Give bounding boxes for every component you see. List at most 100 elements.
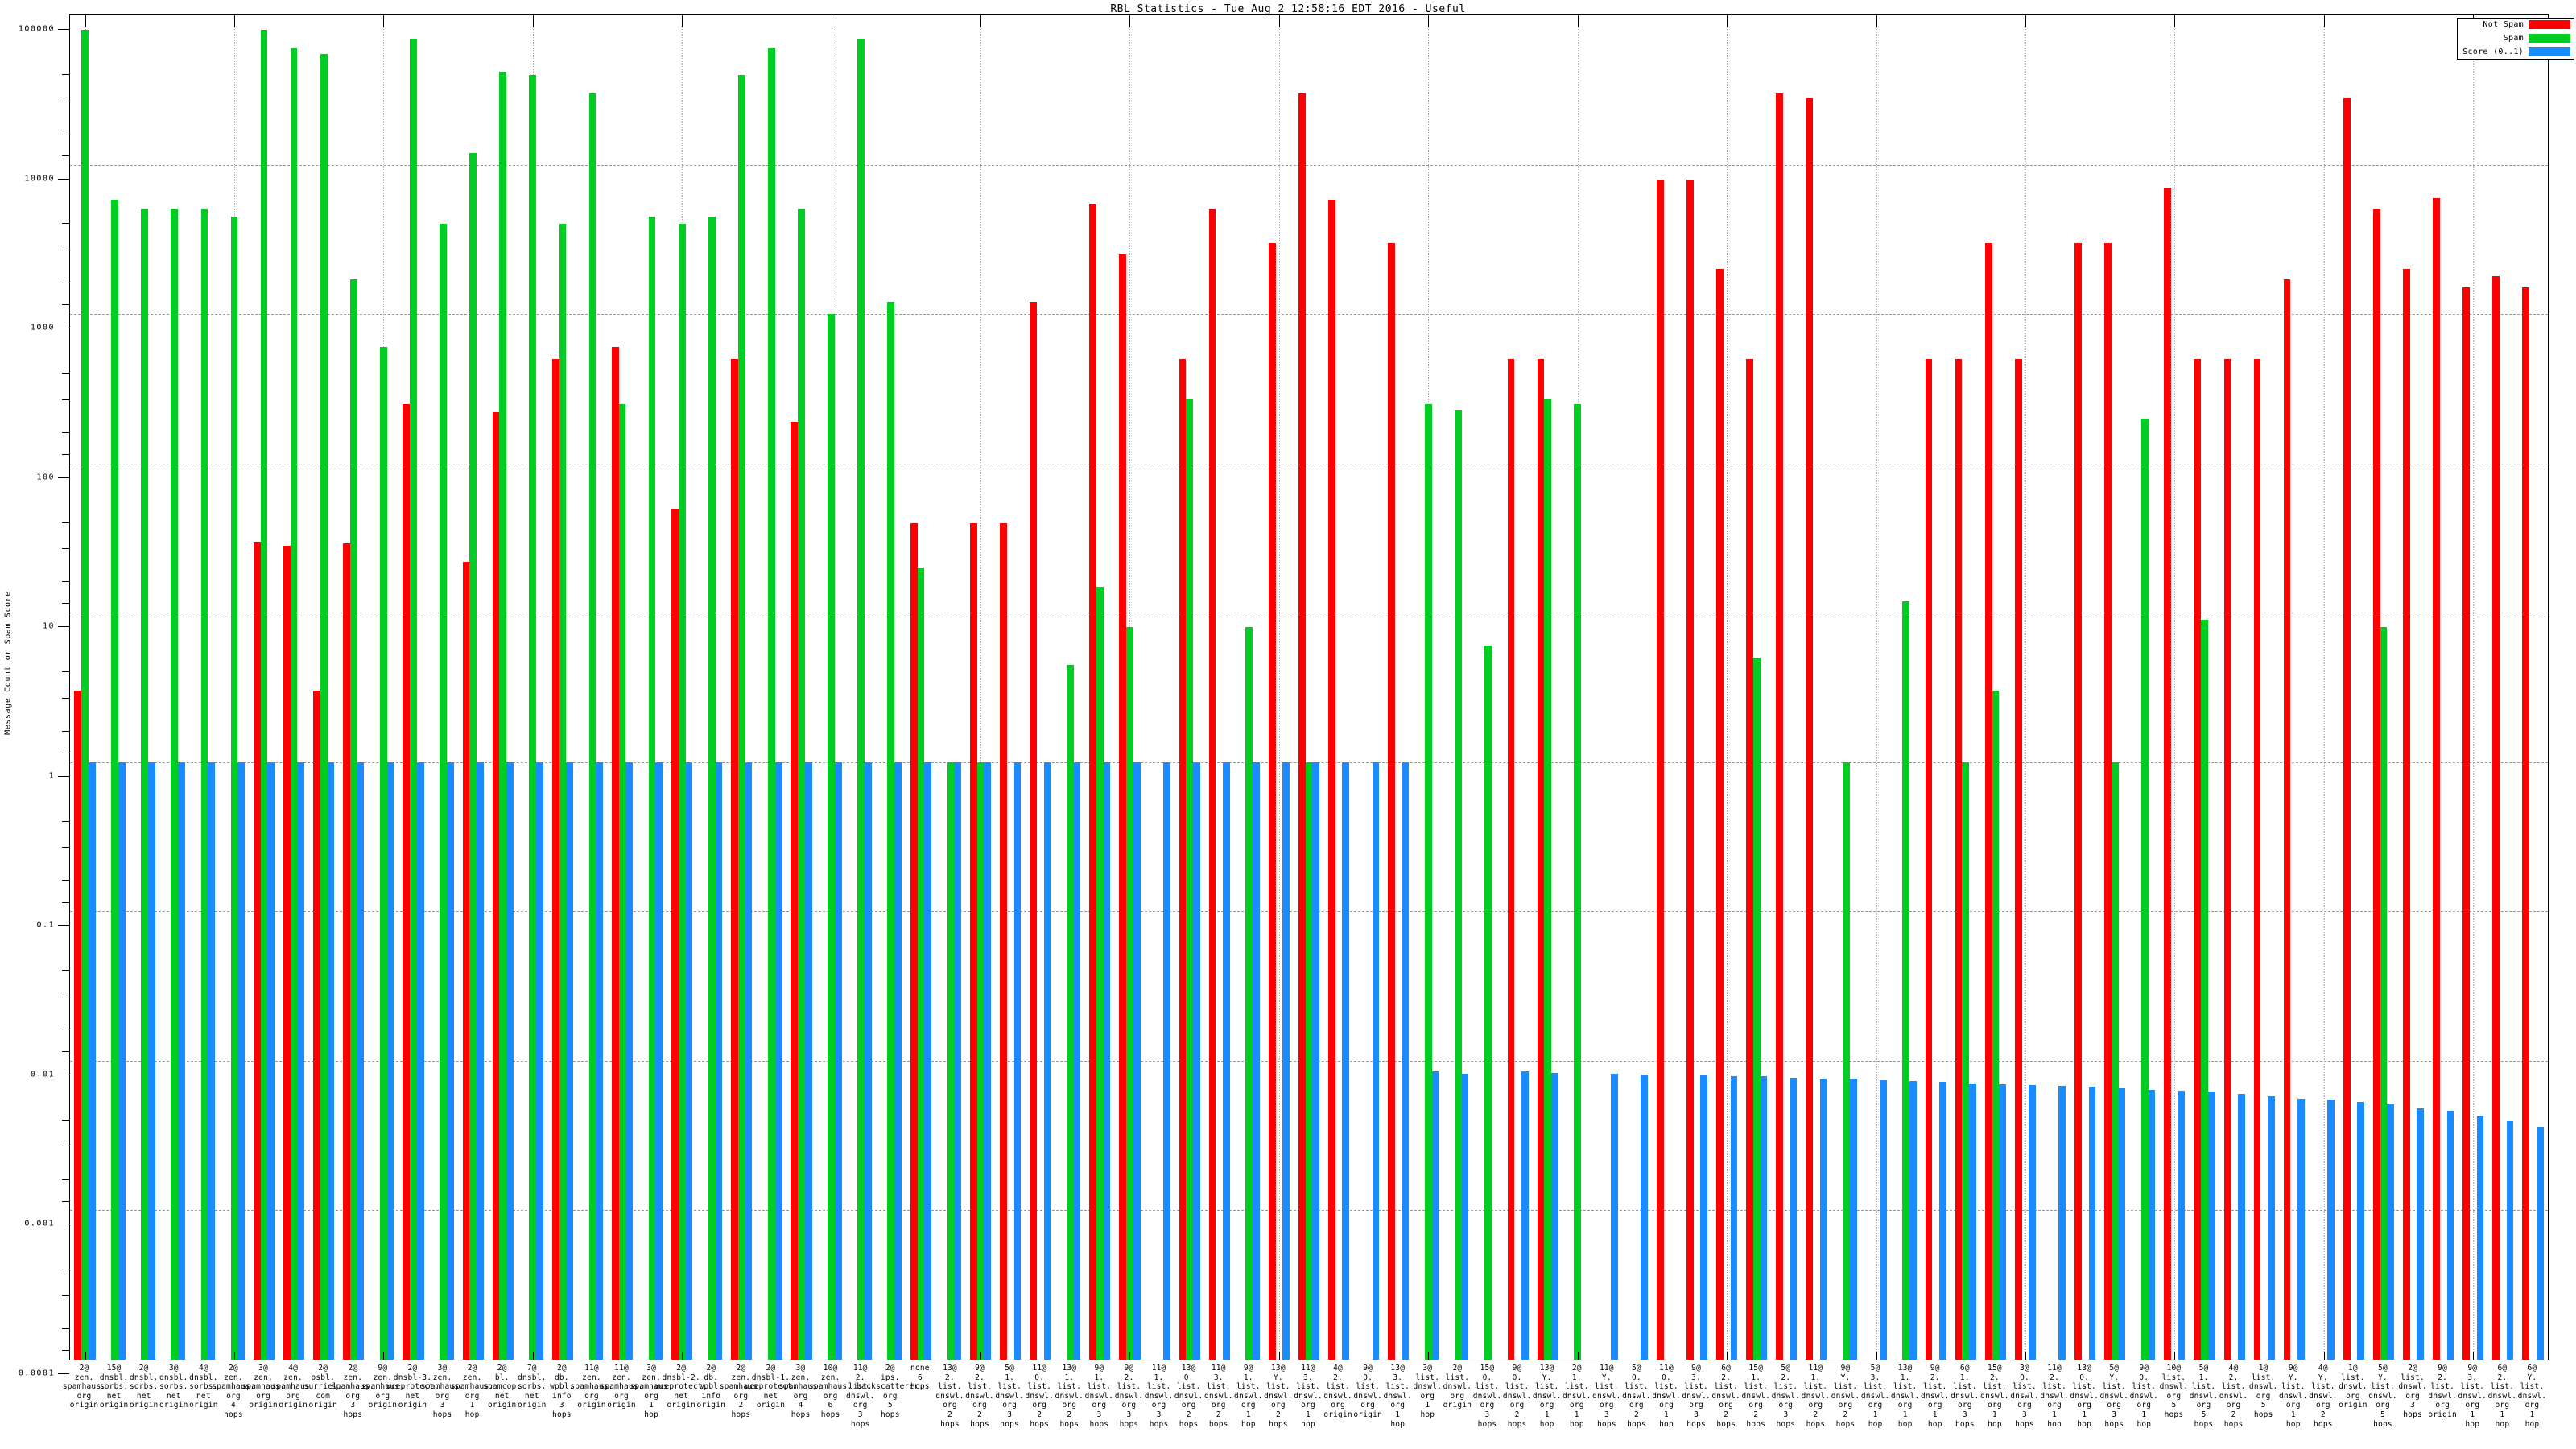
x-label-line: origin bbox=[189, 1401, 218, 1410]
bar-group bbox=[757, 15, 786, 1360]
x-label-line: hops bbox=[1208, 1419, 1228, 1429]
bar-group bbox=[608, 15, 638, 1360]
x-tick-bottom bbox=[1876, 1352, 1877, 1360]
x-label-line: net bbox=[524, 1391, 539, 1401]
x-label-line: list. bbox=[1117, 1382, 1141, 1392]
bar-spam bbox=[290, 48, 298, 1360]
bar-spam bbox=[260, 29, 268, 1360]
x-label-line: 6@ bbox=[2497, 1364, 2508, 1373]
bar-spam bbox=[499, 71, 507, 1360]
x-label-line: origin bbox=[2339, 1401, 2368, 1410]
x-label-line: dnswl. bbox=[2248, 1382, 2278, 1392]
bar-not_spam bbox=[1179, 358, 1187, 1360]
x-label-line: org bbox=[943, 1401, 957, 1410]
x-label-line: origin bbox=[487, 1401, 517, 1410]
bar-group bbox=[667, 15, 697, 1360]
x-label-line: list. bbox=[2072, 1382, 2096, 1392]
bar-group bbox=[1354, 15, 1384, 1360]
x-label-line: 2. bbox=[1333, 1373, 1343, 1382]
bar-spam bbox=[708, 216, 716, 1360]
x-label-line: 0. bbox=[1631, 1373, 1641, 1382]
bar-not_spam bbox=[2164, 188, 2172, 1360]
gridline-vertical bbox=[2473, 15, 2475, 1360]
x-label-line: 9@ bbox=[2288, 1364, 2298, 1373]
x-label-line: list. bbox=[1595, 1382, 1619, 1392]
x-label-line: 2 bbox=[1753, 1410, 1759, 1419]
bar-spam bbox=[1096, 586, 1104, 1360]
bar-not_spam bbox=[1537, 358, 1545, 1360]
x-label-line: 9@ bbox=[1512, 1364, 1522, 1373]
x-label-line: zen. bbox=[224, 1373, 243, 1382]
x-label-line: 2. bbox=[1124, 1373, 1134, 1382]
x-label-line: 2. bbox=[855, 1373, 865, 1382]
x-label-line: net bbox=[166, 1391, 181, 1401]
x-label-line: 11@ bbox=[584, 1364, 599, 1373]
x-axis-tick-label: 11@ 3. list. dnswl. org 1 hop bbox=[1266, 1364, 1350, 1429]
x-label-line: 2@ bbox=[1452, 1364, 1463, 1373]
y-tick-minor bbox=[62, 548, 69, 550]
bar-not_spam bbox=[1000, 522, 1007, 1360]
x-label-line: dnswl. bbox=[2398, 1382, 2427, 1392]
bar-score bbox=[2506, 1120, 2514, 1360]
bar-not_spam bbox=[2194, 358, 2202, 1360]
x-label-line: 2@ bbox=[1571, 1364, 1582, 1373]
x-label-line: origin bbox=[99, 1401, 129, 1410]
bar-spam bbox=[1544, 398, 1551, 1360]
bar-score bbox=[237, 762, 245, 1360]
bar-not_spam bbox=[2403, 269, 2410, 1360]
x-label-line: org bbox=[1808, 1401, 1823, 1410]
x-label-line: list. bbox=[1326, 1382, 1350, 1392]
x-label-line: dnsbl. bbox=[518, 1373, 547, 1382]
x-axis-tick-label: none 6 hops bbox=[878, 1364, 962, 1392]
x-label-line: org bbox=[76, 1391, 92, 1401]
x-label-line: sorbs. bbox=[159, 1382, 188, 1392]
bar-score bbox=[924, 762, 931, 1360]
x-label-line: dnswl. bbox=[1502, 1391, 1532, 1401]
x-label-line: list. bbox=[1296, 1382, 1320, 1392]
x-label-line: 3 bbox=[350, 1401, 356, 1410]
x-label-line: org bbox=[2077, 1401, 2092, 1410]
x-label-line: Y. bbox=[2527, 1373, 2537, 1382]
x-label-line: org bbox=[2226, 1401, 2241, 1410]
x-label-line: 13@ bbox=[2077, 1364, 2092, 1373]
x-label-line: dnsbl. bbox=[159, 1373, 188, 1382]
x-label-line: org bbox=[614, 1391, 629, 1401]
x-label-line: net bbox=[494, 1391, 510, 1401]
bar-group bbox=[727, 15, 757, 1360]
x-label-line: org bbox=[1301, 1401, 1315, 1410]
bar-spam bbox=[1305, 762, 1313, 1360]
bar-spam bbox=[828, 314, 835, 1360]
bar-score bbox=[2237, 1094, 2245, 1360]
x-label-line: spamhaus. bbox=[271, 1382, 315, 1392]
x-axis-tick-label: 2@ list. dnswl. org 3 hops bbox=[2371, 1364, 2454, 1420]
legend-swatch-score bbox=[2529, 47, 2570, 56]
x-label-line: origin bbox=[518, 1401, 547, 1410]
x-label-line: 2 bbox=[1186, 1410, 1191, 1419]
bar-not_spam bbox=[2074, 242, 2082, 1360]
bar-score bbox=[1223, 762, 1230, 1360]
gridline-vertical bbox=[1278, 15, 1280, 1360]
x-label-line: org bbox=[1420, 1391, 1435, 1401]
bar-group bbox=[816, 15, 846, 1360]
x-label-line: net bbox=[674, 1391, 689, 1401]
x-label-line: hops bbox=[1776, 1419, 1796, 1429]
bar-spam bbox=[1245, 627, 1253, 1360]
x-label-line: uceprotect. bbox=[654, 1382, 708, 1392]
x-label-line: 13@ bbox=[1181, 1364, 1196, 1373]
bar-spam bbox=[2111, 762, 2119, 1360]
x-label-line: list. bbox=[2042, 1382, 2066, 1392]
x-label-line: 4 bbox=[230, 1401, 236, 1410]
bar-not_spam bbox=[910, 522, 918, 1360]
x-label-line: 0. bbox=[1183, 1373, 1194, 1382]
x-label-line: hops bbox=[791, 1410, 811, 1419]
x-label-line: hop bbox=[1241, 1419, 1256, 1429]
bar-spam bbox=[1992, 691, 2000, 1360]
x-label-line: 15@ bbox=[1480, 1364, 1495, 1373]
x-label-line: 1 bbox=[1992, 1410, 1997, 1419]
x-label-line: org bbox=[345, 1391, 361, 1401]
bar-group bbox=[130, 15, 159, 1360]
x-label-line: 9@ bbox=[1243, 1364, 1253, 1373]
x-axis-tick-label: 4@ Y. list. dnswl. org 2 hops bbox=[2281, 1364, 2365, 1429]
bar-not_spam bbox=[2014, 358, 2022, 1360]
x-label-line: spamhaus. bbox=[778, 1382, 823, 1392]
